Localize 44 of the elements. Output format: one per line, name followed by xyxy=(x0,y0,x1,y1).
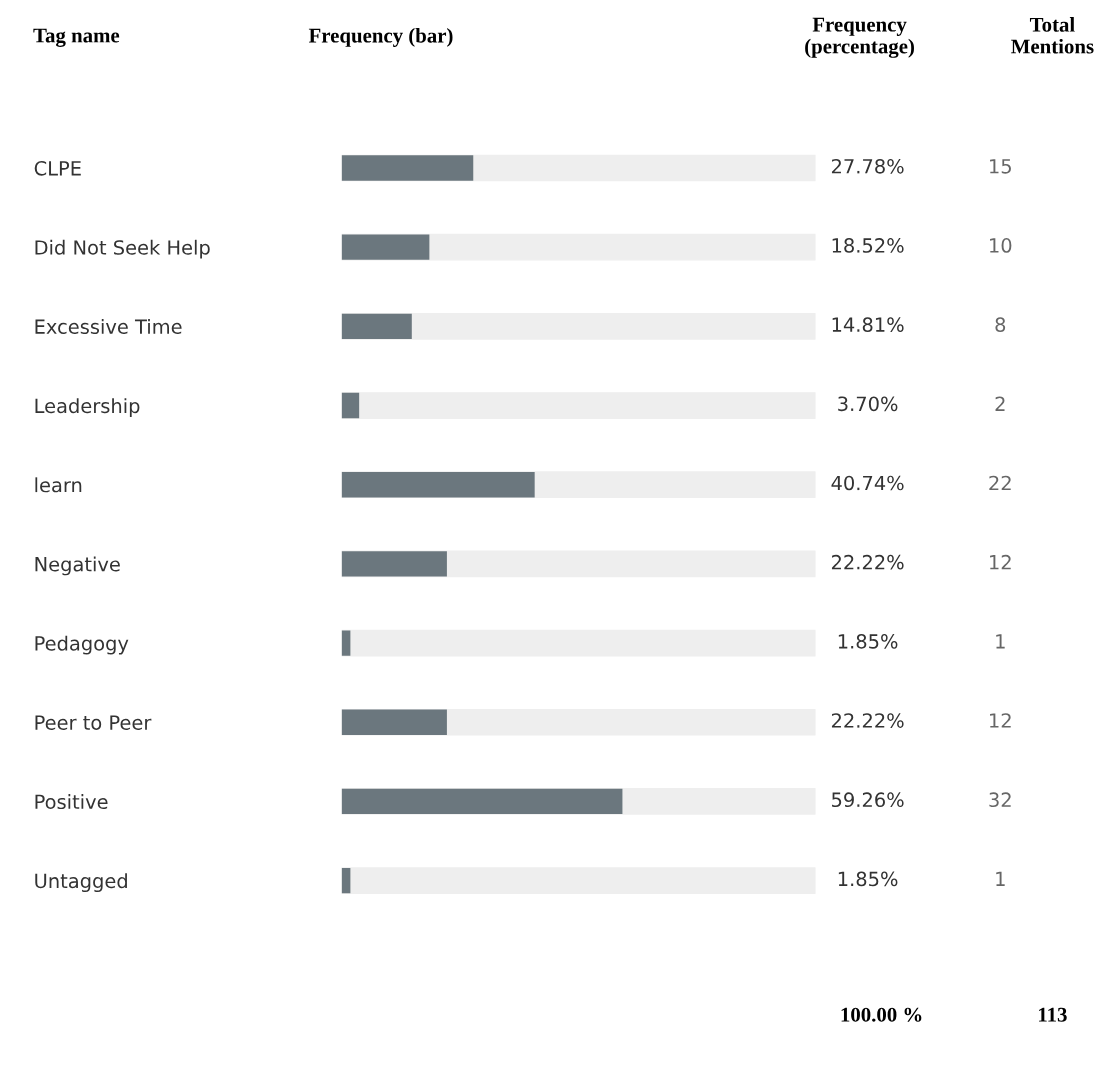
data-label: 18.52% xyxy=(832,238,904,253)
data-label: 14.81% xyxy=(832,317,904,332)
text: 100.00 % xyxy=(841,1007,922,1022)
data-label: 27.78% xyxy=(831,158,904,174)
text: 15 xyxy=(990,159,1011,174)
y-tick-label: Pedagogy xyxy=(35,635,129,655)
bar xyxy=(341,709,447,735)
bar xyxy=(341,234,430,260)
y-tick-label: Excessive Time xyxy=(35,318,182,335)
text: Frequency (bar) xyxy=(308,27,453,47)
y-tick-label: Did Not Seek Help xyxy=(35,239,210,259)
bar xyxy=(341,392,360,419)
text: 12 xyxy=(990,713,1011,728)
bar xyxy=(341,155,474,181)
bar xyxy=(341,867,351,894)
text: 1 xyxy=(996,634,1005,649)
bar xyxy=(341,630,351,656)
text: Frequency (percentage) xyxy=(805,17,914,58)
data-label: 22.22% xyxy=(831,713,904,728)
bar xyxy=(341,313,412,340)
data-label: 40.74% xyxy=(831,475,904,491)
y-tick-label: Negative xyxy=(35,556,120,576)
y-tick-label: Untagged xyxy=(35,873,127,893)
data-label: 1.85% xyxy=(838,634,898,649)
text: 22 xyxy=(989,475,1011,491)
data-label: 22.22% xyxy=(831,554,904,570)
text: 32 xyxy=(989,792,1011,808)
text: 2 xyxy=(995,396,1005,411)
text: 8 xyxy=(995,317,1006,332)
text: 113 xyxy=(1039,1007,1067,1022)
y-tick-label: Positive xyxy=(35,794,108,810)
text: 1 xyxy=(996,871,1005,886)
data-label: 59.26% xyxy=(832,792,904,808)
y-tick-label: learn xyxy=(35,477,82,493)
data-label: 3.70% xyxy=(838,396,898,412)
y-tick-label: Peer to Peer xyxy=(35,715,152,730)
data-label: 1.85% xyxy=(838,871,898,887)
text: 12 xyxy=(990,554,1011,570)
text: 10 xyxy=(990,238,1012,253)
y-tick-label: Leadership xyxy=(35,398,140,417)
text: Tag name xyxy=(33,28,120,47)
bar xyxy=(341,551,447,577)
y-tick-label: CLPE xyxy=(34,160,81,176)
text: Total Mentions xyxy=(1011,17,1094,54)
